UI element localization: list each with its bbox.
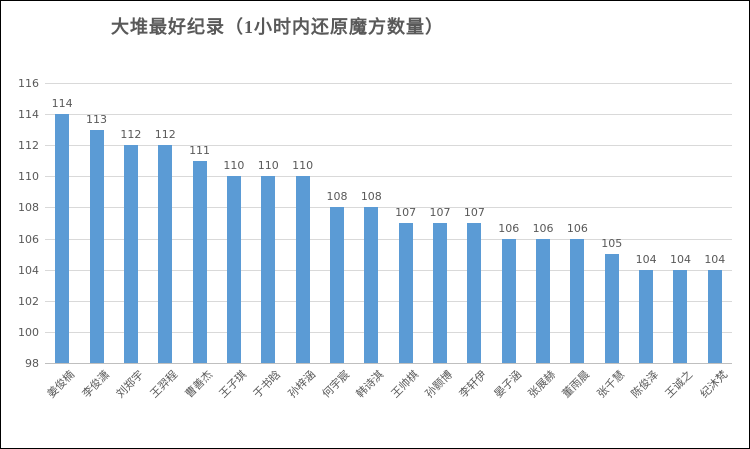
data-label: 108: [360, 190, 382, 204]
bar-于书晗: [261, 176, 276, 363]
y-tick-label: 112: [18, 139, 39, 153]
bar-何宇宸: [329, 207, 344, 363]
y-tick-label: 102: [18, 294, 39, 308]
bar-晏子涵: [501, 238, 516, 363]
bar-陈俊泽: [639, 269, 654, 363]
gridline-y-100: [45, 331, 732, 333]
data-label: 107: [395, 206, 417, 219]
data-label: 110: [257, 159, 279, 173]
gridline-y-112: [45, 145, 732, 147]
bar-李轩伊: [467, 223, 482, 363]
y-tick-label: 116: [18, 77, 39, 90]
data-label: 108: [326, 190, 348, 204]
bar-孙颢博: [433, 223, 448, 363]
y-tick-label: 114: [18, 108, 39, 122]
bar-王诚之: [673, 269, 688, 363]
data-label: 110: [292, 159, 314, 173]
bar-纪沐梵: [707, 269, 722, 363]
data-label: 112: [154, 128, 176, 142]
bar-张展赫: [536, 238, 551, 363]
y-tick-label: 106: [18, 232, 39, 246]
plot-area: [45, 83, 732, 364]
bar-刘郑宇: [123, 145, 138, 363]
bar-王帅棋: [398, 223, 413, 363]
bar-王子琪: [226, 176, 241, 363]
data-label: 106: [498, 221, 520, 235]
data-label: 110: [223, 159, 245, 173]
y-tick-label: 100: [18, 325, 39, 339]
y-tick-label: 98: [25, 357, 39, 370]
bar-孙梓涵: [295, 176, 310, 363]
data-label: 111: [189, 143, 211, 157]
y-tick-label: 110: [18, 170, 39, 184]
data-label: 104: [635, 252, 657, 266]
data-label: 114: [51, 97, 73, 111]
data-label: 104: [704, 252, 726, 266]
data-label: 104: [669, 252, 691, 266]
gridline-y-102: [45, 300, 732, 302]
data-label: 107: [463, 206, 485, 219]
gridline-y-110: [45, 176, 732, 178]
data-label: 112: [120, 128, 142, 142]
bar-张千慧: [604, 254, 619, 363]
bar-董雨晨: [570, 238, 585, 363]
data-label: 106: [532, 221, 554, 235]
x-axis-line: [45, 363, 732, 364]
gridline-y-108: [45, 207, 732, 209]
gridline-y-106: [45, 238, 732, 240]
y-tick-label: 104: [18, 263, 39, 277]
data-label: 106: [566, 221, 588, 235]
bar-姜俊楠: [55, 114, 70, 363]
data-label: 113: [86, 112, 108, 126]
data-label: 105: [601, 237, 623, 251]
gridline-y-104: [45, 269, 732, 271]
bar-曹善杰: [192, 160, 207, 363]
y-tick-label: 108: [18, 201, 39, 215]
bar-韩诗淇: [364, 207, 379, 363]
bar-李俊潇: [89, 129, 104, 363]
bar-王羿程: [158, 145, 173, 363]
chart-title: 大堆最好纪录（1小时内还原魔方数量）: [111, 17, 444, 37]
gridline-y-116: [45, 83, 732, 84]
gridline-y-114: [45, 114, 732, 116]
data-label: 107: [429, 206, 451, 219]
